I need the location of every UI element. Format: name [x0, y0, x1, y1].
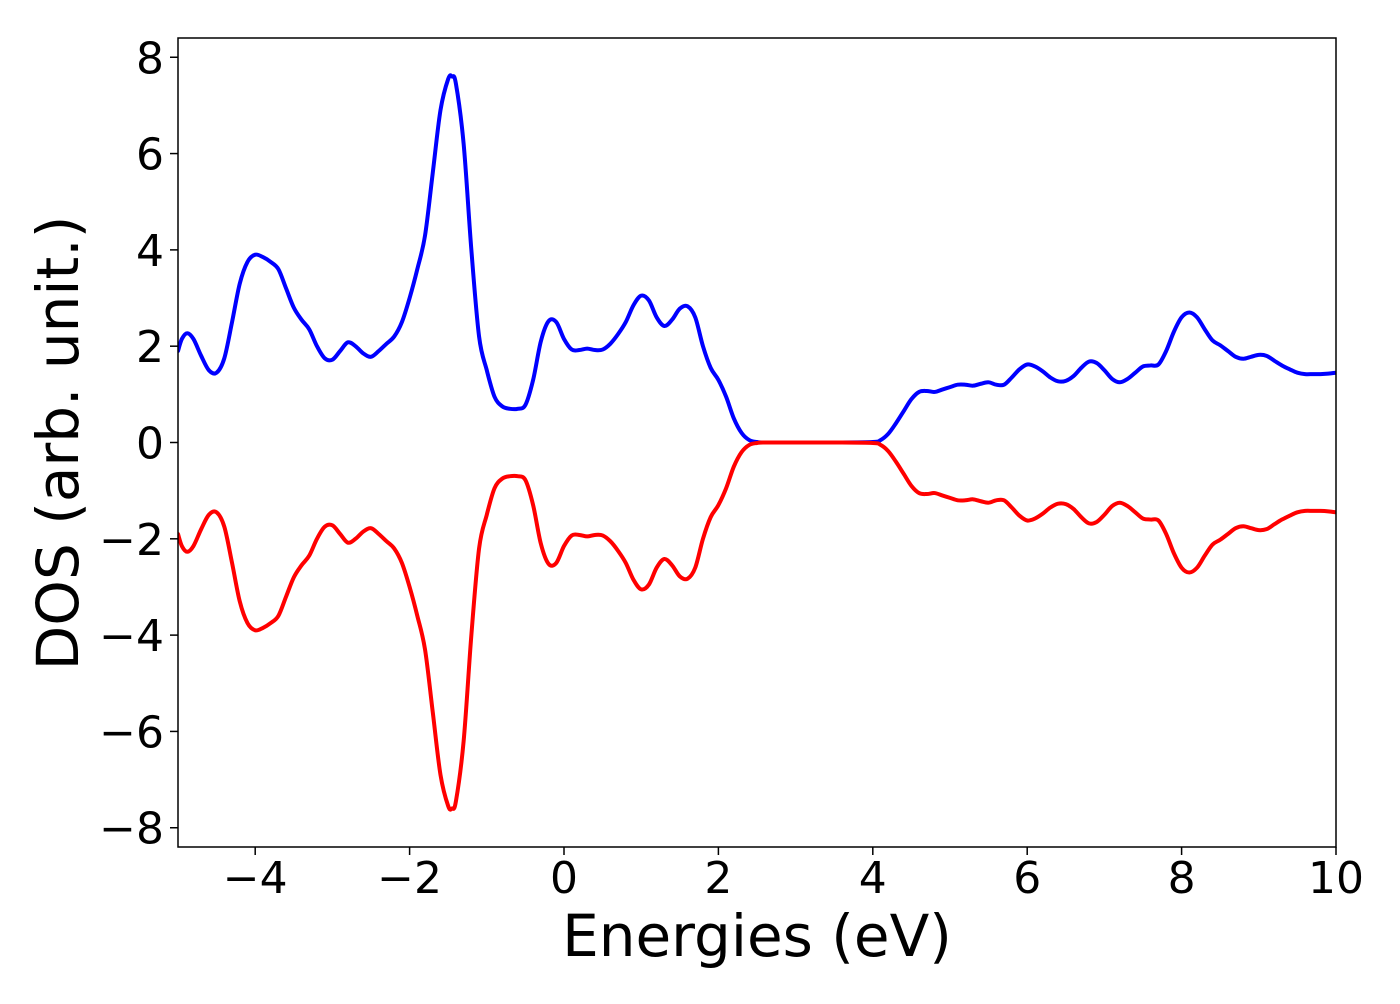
series-layer	[178, 73, 1336, 812]
x-tick-label: 0	[550, 853, 578, 904]
y-tick-label: 8	[136, 33, 164, 84]
y-tick-label: 2	[136, 322, 164, 373]
series-line-2	[178, 440, 1336, 812]
y-tick-label: 4	[136, 226, 164, 277]
x-tick-label: −2	[377, 853, 442, 904]
x-tick-label: 2	[704, 853, 732, 904]
y-tick-label: −2	[99, 515, 164, 566]
series-line-1	[178, 73, 1336, 445]
x-axis-title: Energies (eV)	[562, 902, 952, 970]
x-tick-label: 4	[859, 853, 887, 904]
y-tick-label: 6	[136, 130, 164, 181]
x-tick-label: −4	[223, 853, 288, 904]
ticks-layer: −4 −2 0 2 4 6 8 10 −8 −6 −4 −2 0 2 4 6 8	[99, 33, 1364, 904]
y-tick-label: 0	[136, 419, 164, 470]
x-tick-label: 8	[1168, 853, 1196, 904]
x-tick-label: 10	[1308, 853, 1364, 904]
y-tick-label: −4	[99, 611, 164, 662]
x-tick-label: 6	[1013, 853, 1041, 904]
y-tick-label: −8	[99, 804, 164, 855]
y-tick-label: −6	[99, 707, 164, 758]
y-axis-title: DOS (arb. unit.)	[24, 216, 92, 671]
